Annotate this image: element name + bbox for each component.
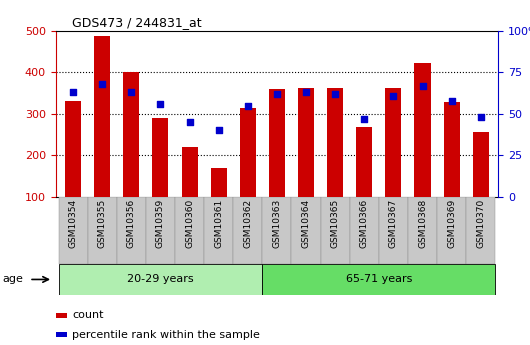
Bar [153,118,169,197]
Bar [233,197,262,264]
Text: GSM10363: GSM10363 [272,199,281,248]
Text: GSM10362: GSM10362 [243,199,252,248]
Bar [321,197,350,264]
Text: 65-71 years: 65-71 years [346,275,412,284]
Bar [385,88,401,197]
Point [273,91,281,97]
Point [331,91,339,97]
Text: percentile rank within the sample: percentile rank within the sample [73,330,260,340]
Bar [146,197,175,264]
Bar [379,197,408,264]
Bar [437,197,466,264]
Bar [414,63,430,197]
Text: GSM10369: GSM10369 [447,199,456,248]
Bar [56,333,67,337]
Text: GSM10354: GSM10354 [68,199,77,248]
Bar [292,197,321,264]
Point [418,83,427,88]
Bar [175,197,204,264]
Bar [262,264,496,295]
Bar [56,313,67,317]
Bar [350,197,379,264]
Bar [298,88,314,197]
Bar [327,88,343,197]
Bar [466,197,496,264]
Text: GSM10356: GSM10356 [127,199,136,248]
Point [215,128,223,133]
Bar [269,89,285,197]
Bar [408,197,437,264]
Bar [444,102,460,197]
Bar [182,147,198,197]
Text: age: age [3,275,23,284]
Text: GDS473 / 244831_at: GDS473 / 244831_at [72,16,201,29]
Point [389,93,398,98]
Bar [262,197,292,264]
Text: GSM10360: GSM10360 [185,199,194,248]
Bar [211,168,227,197]
Text: GSM10355: GSM10355 [98,199,107,248]
Text: GSM10367: GSM10367 [389,199,398,248]
Bar [65,101,81,197]
Point [69,90,77,95]
Text: GSM10370: GSM10370 [476,199,485,248]
Text: count: count [73,310,104,320]
Text: GSM10361: GSM10361 [214,199,223,248]
Bar [473,132,489,197]
Text: GSM10364: GSM10364 [302,199,311,248]
Point [98,81,107,87]
Bar [240,108,256,197]
Point [447,98,456,104]
Point [156,101,165,107]
Bar [58,264,262,295]
Bar [356,127,372,197]
Bar [117,197,146,264]
Bar [204,197,233,264]
Text: GSM10359: GSM10359 [156,199,165,248]
Point [244,103,252,108]
Bar [87,197,117,264]
Point [127,90,136,95]
Text: GSM10368: GSM10368 [418,199,427,248]
Point [476,115,485,120]
Bar [123,72,139,197]
Bar [94,37,110,197]
Point [360,116,368,121]
Point [186,119,194,125]
Bar [58,197,87,264]
Text: GSM10365: GSM10365 [331,199,340,248]
Text: GSM10366: GSM10366 [360,199,369,248]
Point [302,90,310,95]
Text: 20-29 years: 20-29 years [127,275,194,284]
